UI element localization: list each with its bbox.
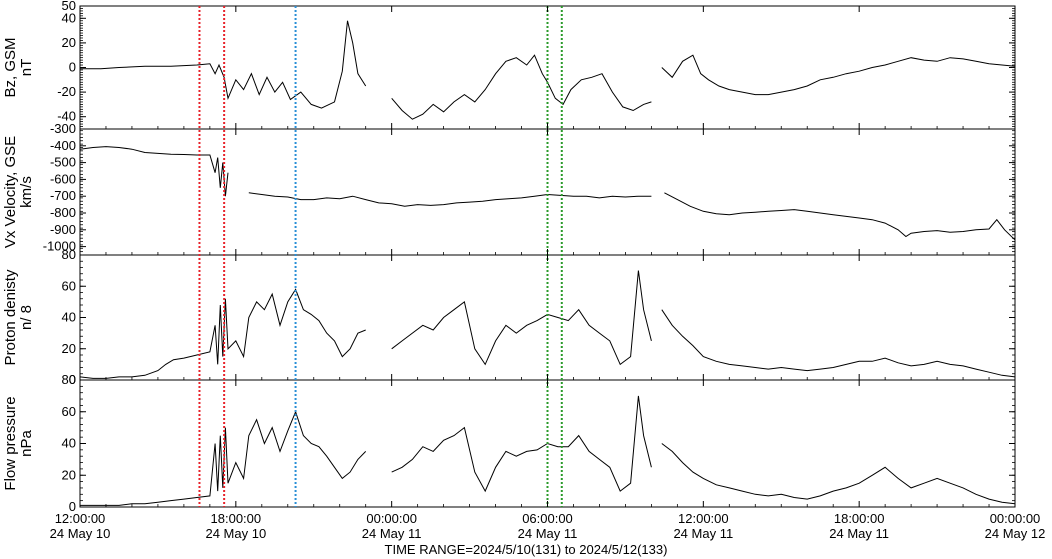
event-lines-group bbox=[198, 6, 563, 507]
y-tick-label: 20 bbox=[62, 35, 76, 50]
x-tick-time-label: 12:00:00 bbox=[678, 511, 729, 526]
x-tick-date-label: 24 May 11 bbox=[362, 526, 422, 541]
y-tick-label: 80 bbox=[62, 372, 76, 387]
y-tick-label: -900 bbox=[50, 222, 76, 237]
data-line-bz bbox=[80, 20, 367, 109]
x-tick-time-label: 18:00:00 bbox=[211, 511, 262, 526]
data-line-density bbox=[80, 288, 366, 379]
y-tick-label: -600 bbox=[50, 171, 76, 186]
x-tick-date-label: 24 May 11 bbox=[829, 526, 889, 541]
data-line-vx bbox=[80, 146, 229, 197]
x-tick-time-label: 18:00:00 bbox=[834, 511, 885, 526]
y-tick-label: 40 bbox=[62, 436, 76, 451]
y-tick-label: 20 bbox=[62, 341, 76, 356]
y-tick-label: -1000 bbox=[43, 239, 76, 254]
y-tick-label: 0 bbox=[69, 60, 76, 75]
y-axis-label: Flow pressure bbox=[2, 396, 19, 490]
y-tick-label: -800 bbox=[50, 205, 76, 220]
time-range-footer: TIME RANGE=2024/5/10(131) to 2024/5/12(1… bbox=[385, 542, 668, 557]
y-axis-label: Vx Velocity, GSE bbox=[2, 136, 19, 248]
x-tick-time-label: 00:00:00 bbox=[990, 511, 1041, 526]
y-tick-label: -400 bbox=[50, 138, 76, 153]
x-tick-time-label: 12:00:00 bbox=[55, 511, 106, 526]
panel-pressure: 80 60 40 20 0 Flow pressure nPa bbox=[2, 372, 1016, 514]
y-tick-label: 60 bbox=[62, 278, 76, 293]
data-line-vx bbox=[248, 192, 652, 207]
y-axis-label: Bz, GSM bbox=[2, 37, 19, 97]
y-axis-label: nPa bbox=[18, 430, 35, 457]
x-tick-time-label: 06:00:00 bbox=[522, 511, 573, 526]
panel-vx: -300 -400 -500-600 -700 -800 -900 -1000 Vx Velo… bbox=[2, 121, 1016, 256]
data-line-bz bbox=[661, 54, 1015, 96]
data-line-pressure bbox=[80, 410, 367, 506]
y-tick-label: -20 bbox=[57, 84, 76, 99]
x-tick-time-label: 00:00:00 bbox=[366, 511, 417, 526]
x-tick-date-label: 24 May 11 bbox=[673, 526, 733, 541]
y-tick-label: 0 bbox=[69, 372, 76, 387]
y-tick-label: -300 bbox=[50, 121, 76, 136]
y-tick-label: 20 bbox=[62, 467, 76, 482]
data-line-pressure bbox=[661, 443, 1015, 505]
y-tick-label: 0 bbox=[69, 499, 76, 514]
x-tick-date-label: 24 May 10 bbox=[50, 526, 111, 541]
y-tick-label: 80 bbox=[62, 247, 76, 262]
y-axis-label: km/s bbox=[18, 176, 35, 208]
y-tick-label: -40 bbox=[57, 109, 76, 124]
y-tick-label: 40 bbox=[62, 10, 76, 25]
x-tick-date-label: 24 May 10 bbox=[205, 526, 266, 541]
data-line-pressure bbox=[391, 395, 652, 493]
data-line-vx bbox=[664, 192, 1015, 241]
y-axis-label: n/ 8 bbox=[18, 305, 35, 330]
x-tick-date-label: 24 May 12 bbox=[985, 526, 1046, 541]
data-line-density bbox=[661, 309, 1015, 378]
y-tick-label: 40 bbox=[62, 310, 76, 325]
panel-density: 80 60 40 20 0 Proton denisty n/ 8 bbox=[2, 247, 1016, 387]
y-axis-label: nT bbox=[18, 59, 35, 77]
x-tick-date-label: 24 May 11 bbox=[518, 526, 578, 541]
y-axis-label: Proton denisty bbox=[2, 269, 19, 365]
y-tick-label: 50 bbox=[62, 0, 76, 13]
y-tick-label: 60 bbox=[62, 404, 76, 419]
data-line-density bbox=[391, 270, 652, 366]
y-tick-label: -500 bbox=[50, 155, 76, 170]
y-tick-label: -700 bbox=[50, 188, 76, 203]
data-line-bz bbox=[391, 54, 652, 120]
